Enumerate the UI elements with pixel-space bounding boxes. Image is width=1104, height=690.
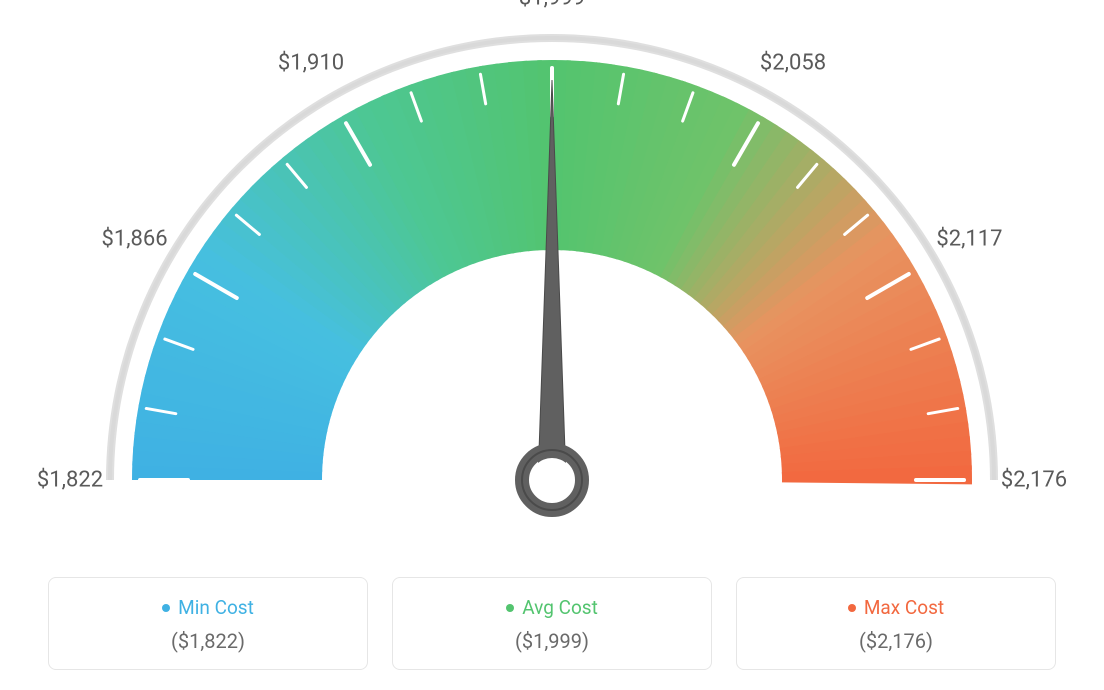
gauge-tick-label: $1,822 [37,468,103,493]
avg-cost-label-text: Avg Cost [522,596,598,619]
gauge-tick-label: $1,910 [278,50,344,75]
gauge-tick-label: $2,058 [760,50,826,75]
gauge-tick-label: $2,117 [936,227,1002,252]
min-cost-label: Min Cost [69,596,347,619]
min-cost-value: ($1,822) [69,629,347,653]
max-cost-card: Max Cost ($2,176) [736,577,1056,670]
min-dot-icon [162,604,170,612]
cost-gauge-chart: $1,822 $1,866 $1,910 $1,999 $2,058 $2,117 $2,1… [0,0,1104,690]
gauge-tick-label: $1,866 [101,227,167,252]
avg-cost-card: Avg Cost ($1,999) [392,577,712,670]
gauge-tick-label: $2,176 [1001,468,1067,493]
gauge-tick-label: $1,999 [519,0,585,11]
gauge-svg [0,0,1104,560]
max-cost-label: Max Cost [757,596,1035,619]
gauge-area: $1,822 $1,866 $1,910 $1,999 $2,058 $2,117 $2,1… [0,0,1104,560]
avg-cost-value: ($1,999) [413,629,691,653]
summary-row: Min Cost ($1,822) Avg Cost ($1,999) Max … [0,577,1104,670]
avg-dot-icon [506,604,514,612]
min-cost-label-text: Min Cost [178,596,254,619]
max-cost-label-text: Max Cost [864,596,944,619]
max-cost-value: ($2,176) [757,629,1035,653]
min-cost-card: Min Cost ($1,822) [48,577,368,670]
avg-cost-label: Avg Cost [413,596,691,619]
max-dot-icon [848,604,856,612]
